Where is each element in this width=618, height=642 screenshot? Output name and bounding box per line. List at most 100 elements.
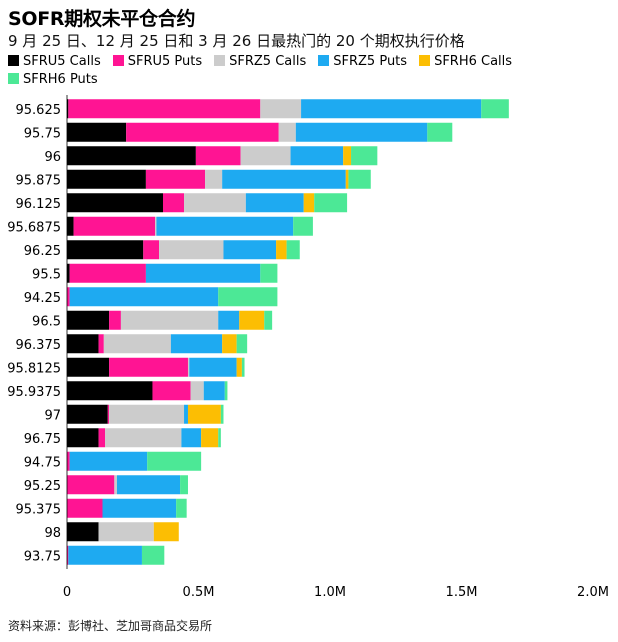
bar-segment: [236, 357, 242, 377]
bar-segment: [223, 240, 277, 260]
bar-segment: [69, 287, 219, 307]
bar-segment: [293, 216, 313, 236]
legend-swatch: [112, 55, 124, 66]
bar-segment: [67, 334, 99, 354]
x-tick-label: 0.5M: [183, 585, 215, 600]
chart-legend: SFRU5 Calls SFRU5 Puts SFRZ5 Calls SFRZ5 Pu…: [8, 53, 608, 89]
bar-segment: [147, 451, 202, 471]
bar-segment: [187, 357, 190, 377]
category-label: 93.75: [24, 549, 61, 564]
bar-segment: [109, 310, 121, 330]
bar-segment: [67, 428, 99, 448]
bar-segment: [348, 169, 371, 189]
bar-segment: [156, 216, 294, 236]
bar-segment: [184, 404, 188, 424]
category-label: 96.25: [24, 244, 61, 259]
legend-label: SFRH6 Calls: [434, 54, 513, 69]
bar-segment: [176, 498, 187, 518]
legend-item: SFRH6 Calls: [419, 53, 512, 71]
bar-segment: [126, 122, 279, 142]
legend-label: SFRH6 Puts: [23, 72, 98, 87]
bar-segment: [240, 146, 291, 166]
bar-segment: [222, 334, 237, 354]
bar-segment: [73, 216, 156, 236]
x-tick-label: 1.0M: [314, 585, 346, 600]
bar-segment: [241, 357, 245, 377]
bar-segment: [170, 334, 223, 354]
category-label: 95.625: [16, 103, 62, 118]
chart-title: SOFR期权未平仓合约: [8, 8, 196, 30]
bar-segment: [481, 99, 509, 119]
bar-segment: [109, 357, 188, 377]
bar-segment: [67, 193, 163, 213]
bar-segment: [153, 522, 179, 542]
bar-segment: [67, 310, 110, 330]
bar-segment: [67, 404, 108, 424]
category-label: 97: [44, 408, 61, 423]
bar-segment: [103, 334, 171, 354]
bar-segment: [245, 193, 304, 213]
bar-segment: [116, 475, 181, 495]
legend-label: SFRU5 Calls: [23, 54, 101, 69]
bar-segment: [67, 498, 103, 518]
bar-segment: [295, 122, 428, 142]
bar-segment: [218, 310, 240, 330]
bar-segment: [239, 310, 265, 330]
bar-segment: [314, 193, 348, 213]
bar-segment: [67, 545, 69, 565]
bar-segment: [264, 310, 273, 330]
category-label: 95.5: [32, 267, 61, 282]
bar-segment: [109, 404, 185, 424]
bar-segment: [114, 475, 117, 495]
bar-segment: [345, 169, 349, 189]
bar-segment: [159, 240, 224, 260]
bar-segment: [67, 287, 70, 307]
bar-segment: [107, 404, 110, 424]
category-label: 95.75: [24, 126, 61, 141]
bar-segment: [145, 169, 206, 189]
bar-segment: [67, 146, 196, 166]
category-label: 94.75: [24, 455, 61, 470]
category-label: 94.25: [24, 291, 61, 306]
bar-segment: [68, 545, 142, 565]
legend-item: SFRZ5 Calls: [214, 53, 306, 71]
category-label: 96.375: [16, 338, 62, 353]
bar-segment: [220, 404, 224, 424]
bar-segment: [67, 522, 99, 542]
bar-segment: [120, 310, 219, 330]
legend-item: SFRH6 Puts: [8, 71, 98, 89]
category-label: 95.9375: [7, 385, 61, 400]
bar-segment: [98, 522, 154, 542]
legend-item: SFRU5 Calls: [8, 53, 101, 71]
bar-segment: [69, 263, 146, 283]
bar-segment: [155, 216, 157, 236]
bar-segment: [67, 475, 115, 495]
bar-segment: [102, 498, 177, 518]
legend-item: SFRZ5 Puts: [318, 53, 407, 71]
legend-swatch: [8, 73, 19, 84]
legend-item: SFRU5 Puts: [112, 53, 202, 71]
category-label: 96.5: [32, 314, 61, 329]
bar-segment: [190, 381, 204, 401]
bar-segment: [218, 287, 278, 307]
category-label: 95.875: [16, 173, 62, 188]
bar-segment: [152, 381, 191, 401]
category-label: 95.25: [24, 479, 61, 494]
bar-segment: [67, 240, 144, 260]
bar-segment: [351, 146, 378, 166]
bar-segment: [203, 381, 225, 401]
bar-segment: [260, 99, 302, 119]
bar-segment: [141, 545, 165, 565]
bar-segment: [290, 146, 344, 166]
bar-segment: [67, 216, 74, 236]
bar-segment: [67, 169, 146, 189]
bar-segment: [67, 357, 110, 377]
bar-segment: [98, 334, 104, 354]
bar-segment: [195, 146, 241, 166]
category-label: 98: [44, 526, 61, 541]
bar-segment: [67, 99, 69, 119]
bar-segment: [67, 122, 127, 142]
bar-segment: [303, 193, 315, 213]
legend-swatch: [8, 55, 19, 66]
